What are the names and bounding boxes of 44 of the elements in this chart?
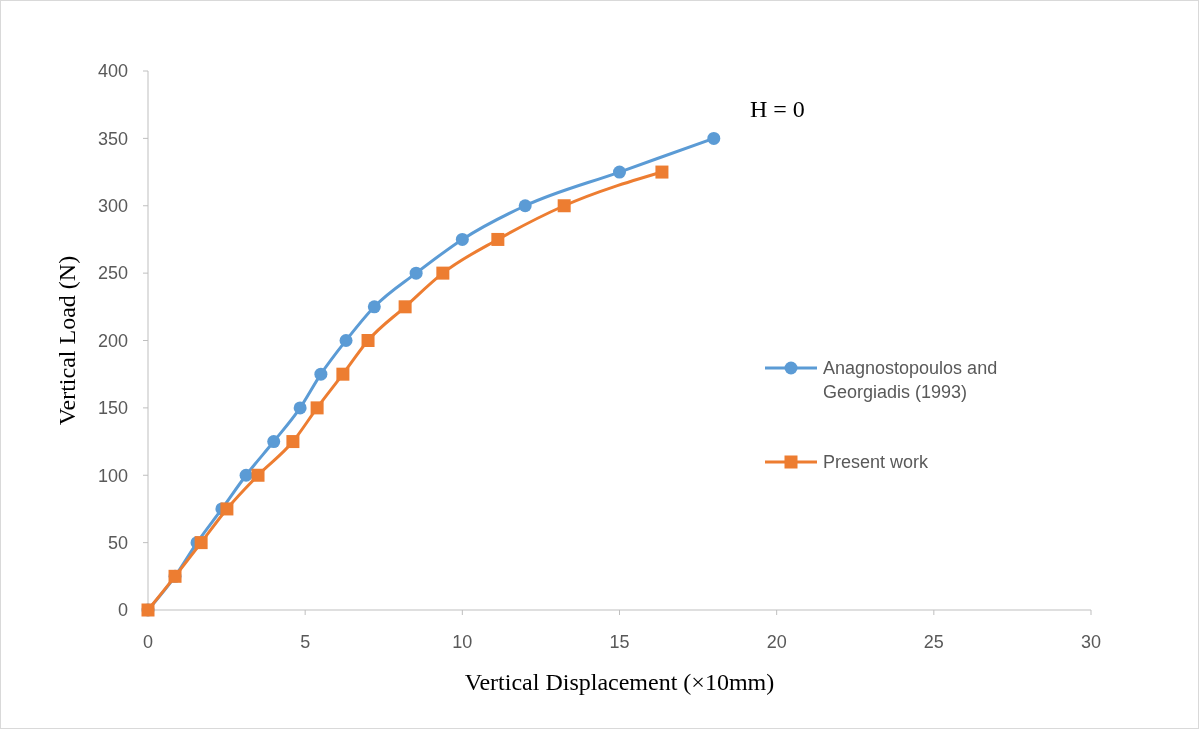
y-tick-label: 0: [117, 600, 128, 621]
point: [455, 232, 469, 246]
point: [613, 165, 626, 179]
point: [286, 435, 300, 449]
point: [707, 131, 721, 145]
point: [655, 165, 669, 179]
y-tick-label: 350: [97, 128, 128, 149]
point: [194, 536, 208, 550]
x-tick-label: 5: [300, 632, 311, 652]
point: [367, 300, 381, 314]
point: [293, 401, 307, 415]
legend-label: Present work: [823, 452, 930, 473]
y-tick-label: 300: [97, 196, 128, 217]
point: [336, 367, 350, 381]
x-tick-label: 25: [923, 632, 944, 652]
legend-label: Anagnostopoulos and Georgiadis (1993): [823, 358, 998, 402]
point: [436, 266, 450, 280]
y-tick-label: 100: [97, 465, 128, 486]
point: [409, 266, 423, 280]
y-tick-label: 250: [97, 263, 128, 284]
x-tick-label: 0: [142, 632, 154, 652]
x-tick-label: 30: [1080, 632, 1102, 652]
point: [491, 232, 505, 246]
y-axis-title: Vertical Load (N): [54, 255, 80, 426]
y-tick-label: 50: [107, 532, 128, 553]
point: [398, 300, 412, 314]
point: [557, 199, 571, 213]
x-axis-title: Vertical Displacement (×10mm): [464, 669, 775, 695]
annotation: H = 0: [750, 96, 805, 122]
y-tick-label: 150: [97, 398, 128, 419]
point: [310, 401, 324, 415]
point: [267, 435, 281, 449]
point: [251, 468, 265, 482]
x-tick-label: 10: [452, 632, 473, 652]
point: [339, 334, 353, 347]
point: [239, 468, 253, 482]
point: [518, 199, 532, 213]
point: [314, 367, 328, 381]
x-tick-label: 20: [766, 632, 787, 652]
point: [220, 502, 234, 516]
x-tick-label: 15: [609, 632, 630, 652]
y-tick-label: 200: [97, 330, 128, 351]
y-tick-label: 400: [97, 61, 128, 82]
point: [361, 334, 375, 347]
